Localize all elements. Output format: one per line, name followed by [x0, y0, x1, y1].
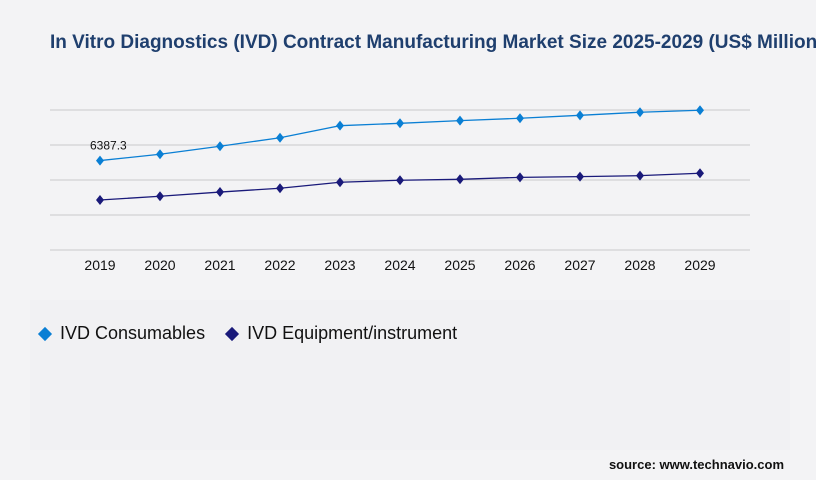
chart-title: In Vitro Diagnostics (IVD) Contract Manu… [50, 32, 816, 53]
legend-item: IVD Equipment/instrument [225, 323, 458, 344]
data-point [216, 187, 224, 198]
data-point [216, 141, 224, 152]
diamond-marker-icon [225, 326, 240, 341]
data-point [336, 177, 344, 188]
x-tick-label: 2028 [624, 257, 655, 273]
x-tick-label: 2020 [144, 257, 175, 273]
x-tick-label: 2027 [564, 257, 595, 273]
data-point [576, 110, 584, 121]
x-tick-label: 2026 [504, 257, 535, 273]
data-point [276, 132, 284, 143]
legend-label: IVD Consumables [60, 323, 206, 343]
x-tick-label: 2024 [384, 257, 415, 273]
data-point [396, 175, 404, 186]
data-point [456, 115, 464, 126]
data-point [156, 149, 164, 160]
data-point [576, 171, 584, 182]
data-point [516, 113, 524, 124]
data-point [276, 183, 284, 194]
x-tick-label: 2023 [324, 257, 355, 273]
legend-label: IVD Equipment/instrument [247, 323, 458, 343]
legend: IVD Consumables IVD Equipment/instrument [37, 323, 458, 344]
x-tick-label: 2025 [444, 257, 475, 273]
line-chart: 2019 2020 2021 2022 2023 2024 2025 2026 2027 2028… [50, 105, 750, 273]
data-point [336, 120, 344, 131]
legend-item: IVD Consumables [37, 323, 206, 344]
data-label: 6387.3 [90, 139, 127, 153]
data-point [696, 168, 704, 179]
data-point [636, 107, 644, 118]
data-point [696, 105, 704, 116]
x-tick-label: 2022 [264, 257, 295, 273]
x-tick-label: 2029 [684, 257, 715, 273]
series-line-0 [99, 109, 701, 162]
data-point [156, 191, 164, 202]
data-point [396, 118, 404, 129]
source-text: source: www.technavio.com [608, 457, 784, 472]
data-point [96, 195, 104, 206]
data-point [636, 170, 644, 181]
legend-panel [30, 300, 790, 450]
x-tick-label: 2019 [84, 257, 115, 273]
diamond-marker-icon [37, 326, 53, 341]
data-point [96, 155, 104, 166]
data-point [516, 172, 524, 183]
data-point [456, 174, 464, 185]
x-tick-label: 2021 [204, 257, 235, 273]
